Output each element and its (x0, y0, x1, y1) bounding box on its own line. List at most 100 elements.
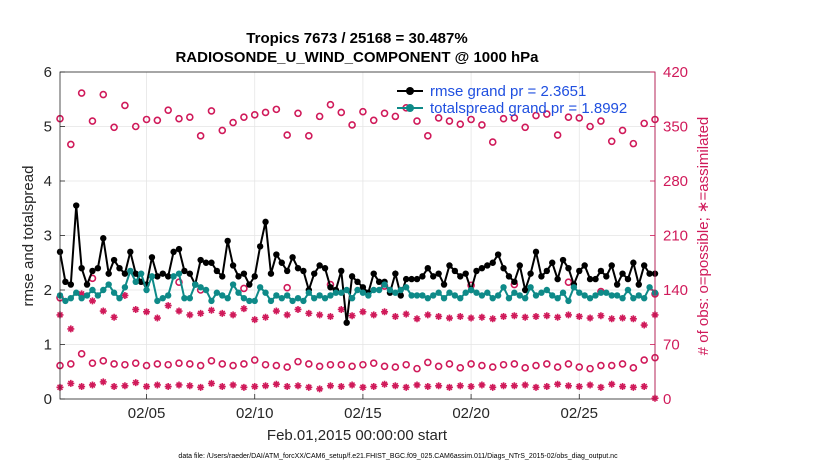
obs-possible-point (618, 126, 627, 135)
obs-possible-point (640, 119, 648, 128)
asterisk-glyph (175, 307, 183, 315)
asterisk-glyph (326, 312, 334, 320)
totalspread-point (462, 289, 469, 296)
obs-possible-point (478, 121, 486, 129)
totalspread-point (592, 292, 599, 299)
totalspread-point (511, 289, 518, 296)
totalspread-point (424, 294, 432, 302)
rmse-point (538, 273, 545, 280)
totalspread-point (597, 289, 605, 296)
obs-assimilated-point (359, 383, 367, 391)
obs-possible-point (618, 360, 627, 368)
obs-possible-point (283, 283, 291, 292)
obs-possible-point (629, 364, 638, 372)
rmse-point (294, 265, 302, 272)
obs-assimilated-point (586, 381, 594, 389)
asterisk-glyph (164, 302, 172, 310)
obs-possible-point (607, 361, 616, 370)
asterisk-glyph (164, 383, 172, 391)
obs-possible-point (434, 114, 443, 122)
rmse-point (219, 273, 226, 280)
obs-assimilated-point (153, 314, 161, 322)
totalspread-point (154, 297, 161, 305)
obs-possible-point (402, 360, 410, 369)
rmse-point (392, 270, 399, 277)
obs-possible-point (88, 117, 97, 125)
obs-possible-point (629, 139, 638, 148)
rmse-point (105, 270, 112, 277)
obs-assimilated-point (445, 314, 453, 322)
obs-assimilated-point (510, 312, 518, 320)
rmse-point (327, 284, 334, 291)
x-axis-label: Feb.01,2015 00:00:00 start (267, 427, 448, 444)
totalspread-point (500, 284, 507, 291)
totalspread-point (181, 294, 188, 302)
asterisk-glyph (153, 381, 161, 389)
obs-possible-point (434, 362, 443, 371)
rmse-point (359, 284, 367, 291)
totalspread-point (283, 292, 291, 299)
obs-possible-point (456, 120, 465, 128)
asterisk-glyph (262, 382, 270, 390)
totalspread-point (365, 292, 372, 299)
obs-assimilated-point (456, 312, 464, 320)
obs-assimilated-point (359, 308, 367, 316)
asterisk-glyph (413, 381, 421, 389)
obs-possible-point (131, 122, 140, 131)
rmse-point (397, 292, 404, 299)
obs-assimilated-point (402, 310, 410, 318)
rmse-point (159, 270, 166, 277)
totalspread-point (311, 294, 318, 302)
totalspread-point (402, 284, 410, 291)
asterisk-glyph (121, 382, 129, 390)
obs-possible-point (564, 113, 573, 121)
totalspread-point (278, 294, 285, 302)
totalspread-point (256, 284, 264, 291)
obs-possible-point (229, 361, 237, 370)
asterisk-glyph (186, 311, 194, 319)
obs-possible-point (283, 131, 291, 139)
footnote: data file: /Users/raeder/DAI/ATM_forcXX/… (178, 453, 618, 460)
asterisk-glyph (467, 314, 475, 322)
obs-assimilated-point (510, 382, 518, 390)
totalspread-point (316, 292, 323, 299)
asterisk-glyph (608, 315, 616, 323)
right-tick-label: 350 (663, 119, 688, 136)
asterisk-glyph (510, 382, 518, 390)
totalspread-point (294, 294, 302, 302)
obs-assimilated-point (564, 311, 572, 319)
obs-possible-point (575, 363, 584, 371)
asterisk-glyph (467, 383, 475, 391)
totalspread-point (262, 289, 269, 296)
asterisk-glyph (186, 382, 194, 390)
asterisk-glyph (175, 381, 183, 389)
rmse-point (78, 265, 85, 272)
asterisk-glyph (564, 382, 572, 390)
totalspread-point (67, 294, 75, 302)
obs-possible-point (250, 356, 259, 364)
asterisk-glyph (305, 309, 313, 317)
rmse-point (375, 278, 383, 286)
asterisk-glyph (435, 382, 443, 390)
asterisk-glyph (143, 383, 151, 391)
obs-possible-point (467, 360, 475, 368)
rmse-point (251, 273, 258, 280)
rmse-point (348, 273, 356, 280)
obs-assimilated-point (391, 312, 399, 320)
obs-assimilated-point (489, 315, 497, 323)
totalspread-point (78, 294, 85, 302)
asterisk-glyph (348, 312, 356, 320)
rmse-point (532, 248, 540, 256)
rmse-point (67, 281, 75, 288)
obs-assimilated-point (229, 381, 237, 389)
asterisk-glyph (294, 305, 302, 313)
left-tick-label: 6 (44, 64, 52, 81)
obs-possible-point (283, 363, 291, 371)
obs-possible-point (294, 109, 302, 118)
rmse-point (457, 273, 464, 280)
x-tick-label: 02/25 (560, 405, 598, 422)
obs-possible-point (153, 116, 162, 125)
obs-assimilated-point (521, 381, 529, 389)
totalspread-point (175, 270, 183, 277)
